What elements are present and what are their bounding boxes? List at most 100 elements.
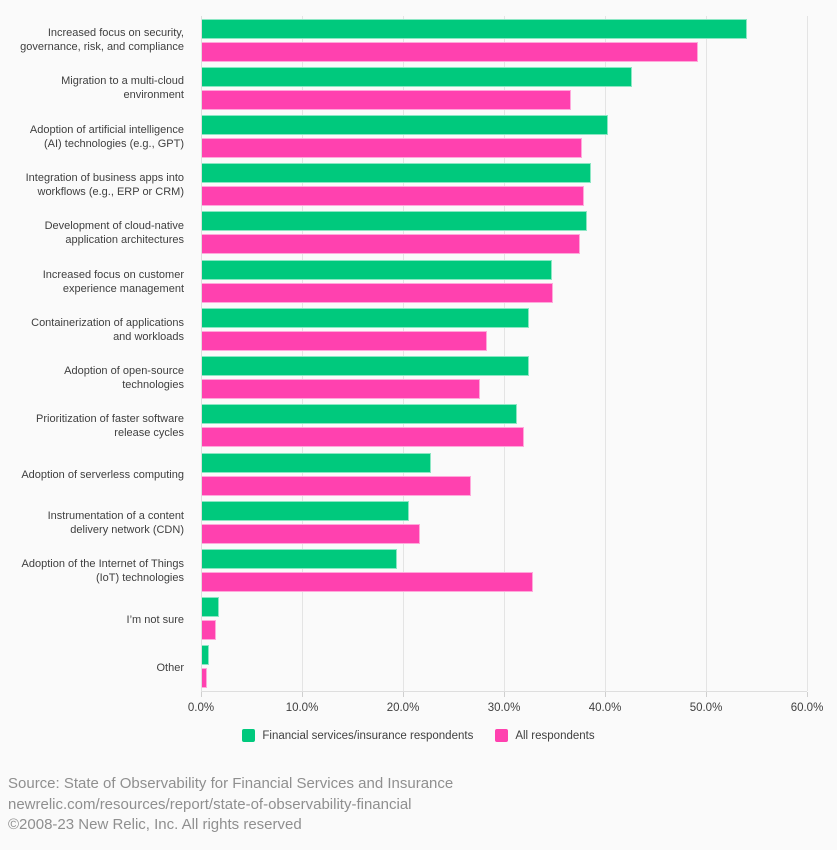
bar-financial-services [202,597,220,618]
gridline [201,16,202,691]
bar-financial-services [202,356,529,377]
category-label: Integration of business apps into workfl… [25,171,184,198]
bar-all-respondents [202,138,583,159]
bar-group [201,64,807,112]
footer: Source: State of Observability for Finan… [8,774,453,836]
bar-group [201,354,807,402]
category-label-band: I’m not sure [0,595,193,643]
x-tick-mark [201,692,202,697]
bar-group [201,546,807,594]
x-tick-mark [403,692,404,697]
bar-group [201,161,807,209]
bar-all-respondents [202,234,581,255]
x-axis-labels: 0.0% 10.0% 20.0% 30.0% 40.0% 50.0% 60.0% [188,702,823,718]
x-tick-label: 10.0% [285,702,319,714]
bar-group [201,305,807,353]
category-label-band: Adoption of the Internet of Things (IoT)… [0,547,193,595]
category-label: Adoption of serverless computing [21,468,184,481]
legend-label: Financial services/insurance respondents [262,729,474,742]
category-label-band: Instrumentation of a content delivery ne… [0,499,193,547]
gridline [605,16,606,691]
financial-services-swatch-icon [242,729,256,742]
bar-group [201,643,807,691]
bar-all-respondents [202,427,524,448]
category-label: Migration to a multi-cloud environment [61,75,184,102]
x-tick-label: 40.0% [588,702,622,714]
category-label: Adoption of artificial intelligence (AI)… [29,123,184,150]
category-label: Increased focus on security, governance,… [20,27,184,54]
bar-group [201,16,807,64]
gridline [302,16,303,691]
category-label: I’m not sure [126,613,184,626]
legend-item-all-respondents[interactable]: All respondents [495,729,595,742]
bar-group [201,402,807,450]
bar-financial-services [202,211,588,232]
bar-financial-services [202,66,632,87]
category-label-band: Adoption of serverless computing [0,451,193,499]
category-label: Prioritization of faster software releas… [36,413,184,440]
legend-item-financial-services[interactable]: Financial services/insurance respondents [242,729,473,742]
category-label: Adoption of the Internet of Things (IoT)… [21,558,184,585]
x-tick-label: 60.0% [790,702,824,714]
bar-groups [201,16,807,691]
gridline [504,16,505,691]
bar-group [201,595,807,643]
bar-financial-services [202,163,592,184]
x-tick-mark [807,692,808,697]
category-label: Other [156,661,184,674]
x-tick-label: 30.0% [487,702,521,714]
bar-financial-services [202,549,397,570]
category-label-band: Increased focus on security, governance,… [0,16,193,64]
category-label: Instrumentation of a content delivery ne… [47,509,184,536]
category-label: Development of cloud-native application … [44,220,184,247]
bar-all-respondents [202,620,217,641]
bar-all-respondents [202,379,481,400]
bar-group [201,209,807,257]
category-label-band: Other [0,644,193,692]
category-label: Adoption of open-source technologies [64,365,184,392]
bar-financial-services [202,115,609,136]
bar-financial-services [202,500,409,521]
bar-all-respondents [202,668,208,689]
category-label-band: Increased focus on customer experience m… [0,257,193,305]
category-label: Increased focus on customer experience m… [42,268,184,295]
bar-financial-services [202,452,431,473]
bar-group [201,498,807,546]
bar-all-respondents [202,186,585,207]
x-tick-label: 20.0% [386,702,420,714]
category-label: Containerization of applications and wor… [31,316,184,343]
category-labels: Increased focus on security, governance,… [0,16,193,692]
bar-financial-services [202,645,210,666]
x-tick-mark [302,692,303,697]
footer-source-line: Source: State of Observability for Finan… [8,775,454,792]
legend: Financial services/insurance respondents… [0,729,837,742]
grid-layer [201,16,808,691]
bar-all-respondents [202,572,533,593]
bar-all-respondents [202,330,488,351]
bar-all-respondents [202,89,572,110]
bar-financial-services [202,18,747,39]
bar-all-respondents [202,475,472,496]
category-label-band: Containerization of applications and wor… [0,306,193,354]
bar-all-respondents [202,41,699,62]
x-tick-mark [504,692,505,697]
x-tick-mark [706,692,707,697]
bar-financial-services [202,259,552,280]
category-label-band: Integration of business apps into workfl… [0,161,193,209]
bar-group [201,450,807,498]
footer-url-line: newrelic.com/resources/report/state-of-o… [8,795,412,813]
footer-copyright-line: ©2008-23 New Relic, Inc. All rights rese… [8,816,302,833]
x-tick-label: 50.0% [689,702,723,714]
bar-group [201,257,807,305]
x-tick-label: 0.0% [187,702,215,714]
gridline [403,16,404,691]
bar-all-respondents [202,282,553,303]
category-label-band: Adoption of artificial intelligence (AI)… [0,113,193,161]
plot-area [201,16,808,692]
x-axis-ticks [201,692,808,698]
category-label-band: Development of cloud-native application … [0,209,193,257]
category-label-band: Migration to a multi-cloud environment [0,64,193,112]
x-tick-mark [605,692,606,697]
category-label-band: Adoption of open-source technologies [0,354,193,402]
